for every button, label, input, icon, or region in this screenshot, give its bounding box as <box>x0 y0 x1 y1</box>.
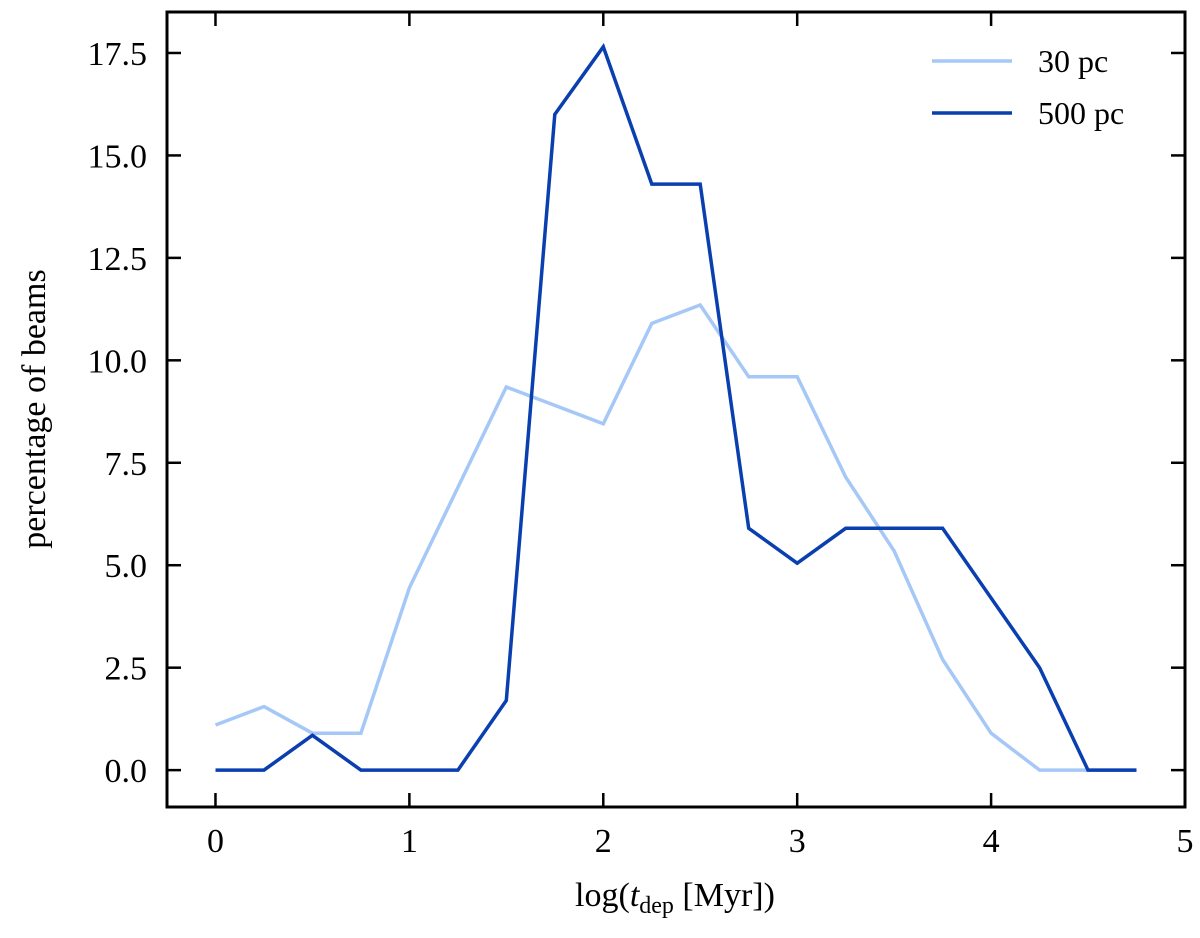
y-axis-label: percentage of beams <box>16 269 53 548</box>
y-tick-label: 10.0 <box>88 343 148 380</box>
x-tick-label: 3 <box>789 823 806 860</box>
series-layer <box>214 43 1137 772</box>
y-tick-label: 17.5 <box>88 36 148 73</box>
y-tick-label: 0.0 <box>105 753 148 790</box>
legend: 30 pc 500 pc <box>932 43 1124 131</box>
series-line-500-pc <box>215 43 1137 772</box>
y-tick-label: 15.0 <box>88 138 148 175</box>
x-axis-label-prefix: log( <box>575 877 630 914</box>
legend-label: 30 pc <box>1038 43 1108 79</box>
y-tick-label: 5.0 <box>105 548 148 585</box>
x-tick-label: 5 <box>1177 823 1194 860</box>
plot-frame <box>165 10 1187 809</box>
x-axis-label-suffix: [Myr]) <box>674 877 775 914</box>
y-tick-label: 7.5 <box>105 446 148 483</box>
ticks-layer: 0 1 2 3 4 5 0.0 2.5 5.0 7.5 10.0 12.5 15.0 17.5 <box>88 12 1194 860</box>
x-axis-label-subscript: dep <box>639 893 674 919</box>
x-axis-label-variable: t <box>630 877 641 914</box>
x-tick-label: 1 <box>401 823 418 860</box>
x-tick-label: 0 <box>207 823 224 860</box>
y-tick-label: 12.5 <box>88 241 148 278</box>
x-tick-label: 4 <box>983 823 1000 860</box>
y-tick-label: 2.5 <box>105 651 148 688</box>
legend-label: 500 pc <box>1038 95 1124 131</box>
series-line-30-pc <box>214 302 1137 772</box>
x-tick-label: 2 <box>595 823 612 860</box>
x-axis-label: log(tdep [Myr]) <box>575 877 775 919</box>
